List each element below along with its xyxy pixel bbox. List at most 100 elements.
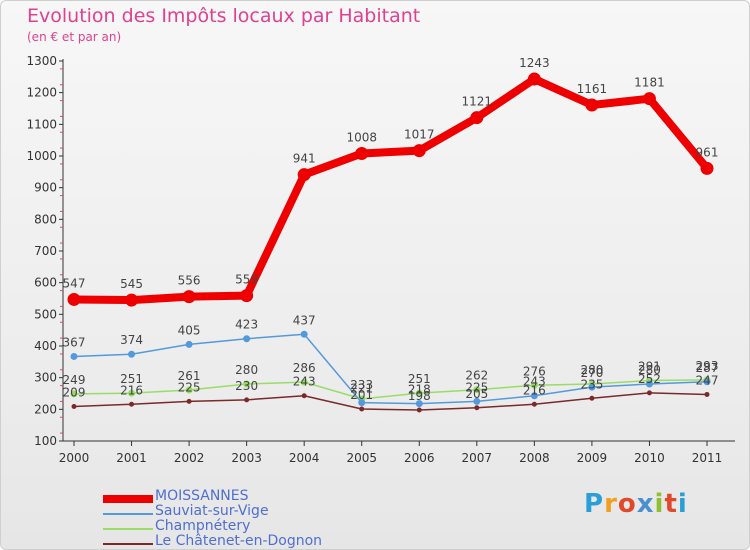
data-label: 235 bbox=[580, 377, 603, 391]
data-label: 1008 bbox=[346, 130, 377, 144]
data-point bbox=[358, 399, 366, 407]
x-tick-label: 2005 bbox=[346, 451, 377, 465]
logo-letter: r bbox=[604, 489, 618, 519]
data-label: 556 bbox=[178, 274, 201, 288]
legend-label: Le Châtenet-en-Dognon bbox=[155, 533, 323, 549]
data-label: 961 bbox=[696, 145, 719, 159]
data-point bbox=[700, 161, 714, 175]
legend-swatch bbox=[103, 495, 153, 503]
data-label: 225 bbox=[178, 380, 201, 394]
data-label: 247 bbox=[696, 373, 719, 387]
data-point bbox=[642, 92, 656, 106]
data-label: 249 bbox=[63, 373, 86, 387]
data-label: 374 bbox=[120, 333, 143, 347]
legend-label: Champnétery bbox=[155, 518, 251, 534]
data-label: 225 bbox=[465, 380, 488, 394]
data-point bbox=[185, 386, 193, 394]
data-point bbox=[67, 292, 81, 306]
data-label: 1121 bbox=[462, 95, 493, 109]
data-label: 1243 bbox=[519, 56, 550, 70]
series-line bbox=[73, 379, 708, 400]
y-tick-label: 1000 bbox=[26, 149, 57, 163]
data-point bbox=[301, 393, 307, 399]
y-tick-label: 1200 bbox=[26, 86, 57, 100]
x-tick-label: 2008 bbox=[519, 451, 550, 465]
y-tick-label: 100 bbox=[34, 434, 57, 448]
data-point bbox=[70, 390, 78, 398]
legend-label: MOISSANNES bbox=[155, 488, 249, 504]
logo-letter: i bbox=[654, 489, 665, 519]
data-point bbox=[645, 380, 653, 388]
data-point bbox=[531, 401, 537, 407]
data-point bbox=[182, 290, 196, 304]
y-tick-label: 1100 bbox=[26, 117, 57, 131]
logo-letter: i bbox=[677, 489, 688, 519]
data-label: 252 bbox=[638, 372, 661, 386]
data-point bbox=[355, 146, 369, 160]
data-label: 243 bbox=[523, 375, 546, 389]
data-label: 221 bbox=[350, 382, 373, 396]
data-label: 218 bbox=[408, 383, 431, 397]
data-point bbox=[416, 407, 422, 413]
data-point bbox=[300, 330, 308, 338]
data-label: 286 bbox=[293, 361, 316, 375]
x-tick-label: 2003 bbox=[231, 451, 262, 465]
data-label: 547 bbox=[63, 276, 86, 290]
data-point bbox=[588, 383, 596, 391]
proxiti-logo: Proxiti bbox=[584, 489, 688, 519]
x-tick-label: 2007 bbox=[462, 451, 493, 465]
data-label: 205 bbox=[465, 387, 488, 401]
data-label: 941 bbox=[293, 152, 316, 166]
data-point bbox=[125, 293, 139, 307]
data-point bbox=[530, 381, 538, 389]
data-point bbox=[704, 391, 710, 397]
data-label: 280 bbox=[580, 363, 603, 377]
data-point bbox=[530, 392, 538, 400]
data-point bbox=[129, 401, 135, 407]
data-point bbox=[646, 390, 652, 396]
data-label: 1181 bbox=[634, 76, 665, 90]
data-point bbox=[185, 340, 193, 348]
data-label: 209 bbox=[63, 385, 86, 399]
y-tick-label: 600 bbox=[34, 276, 57, 290]
y-tick-label: 200 bbox=[34, 402, 57, 416]
data-label: 251 bbox=[120, 372, 143, 386]
data-label: 216 bbox=[120, 383, 143, 397]
y-tick-label: 1300 bbox=[26, 54, 57, 68]
chart-title: Evolution des Impôts locaux par Habitant bbox=[27, 5, 421, 27]
x-tick-label: 2006 bbox=[404, 451, 435, 465]
data-label: 270 bbox=[580, 366, 603, 380]
data-label: 198 bbox=[408, 389, 431, 403]
logo-letter: o bbox=[617, 489, 637, 519]
data-point bbox=[415, 400, 423, 408]
legend-label: Sauviat-sur-Vige bbox=[155, 503, 269, 519]
chart-subtitle: (en € et par an) bbox=[27, 30, 122, 44]
series-line bbox=[73, 392, 708, 411]
data-point bbox=[585, 98, 599, 112]
data-point bbox=[240, 289, 254, 303]
data-label: 201 bbox=[350, 388, 373, 402]
x-tick-label: 2009 bbox=[577, 451, 608, 465]
data-point bbox=[243, 380, 251, 388]
data-point bbox=[703, 378, 711, 386]
data-point bbox=[71, 403, 77, 409]
data-label: 280 bbox=[638, 363, 661, 377]
x-tick-label: 2000 bbox=[59, 451, 90, 465]
data-label: 545 bbox=[120, 277, 143, 291]
data-point bbox=[300, 378, 308, 386]
data-label: 243 bbox=[293, 375, 316, 389]
x-tick-label: 2011 bbox=[692, 451, 723, 465]
data-point bbox=[243, 335, 251, 343]
data-point bbox=[474, 405, 480, 411]
data-point bbox=[473, 386, 481, 394]
data-label: 405 bbox=[178, 323, 201, 337]
data-label: 287 bbox=[696, 361, 719, 375]
y-tick-label: 400 bbox=[34, 339, 57, 353]
y-tick-label: 300 bbox=[34, 371, 57, 385]
logo-letter: x bbox=[636, 489, 655, 519]
data-label: 276 bbox=[523, 364, 546, 378]
data-label: 230 bbox=[235, 379, 258, 393]
x-tick-label: 2001 bbox=[116, 451, 147, 465]
